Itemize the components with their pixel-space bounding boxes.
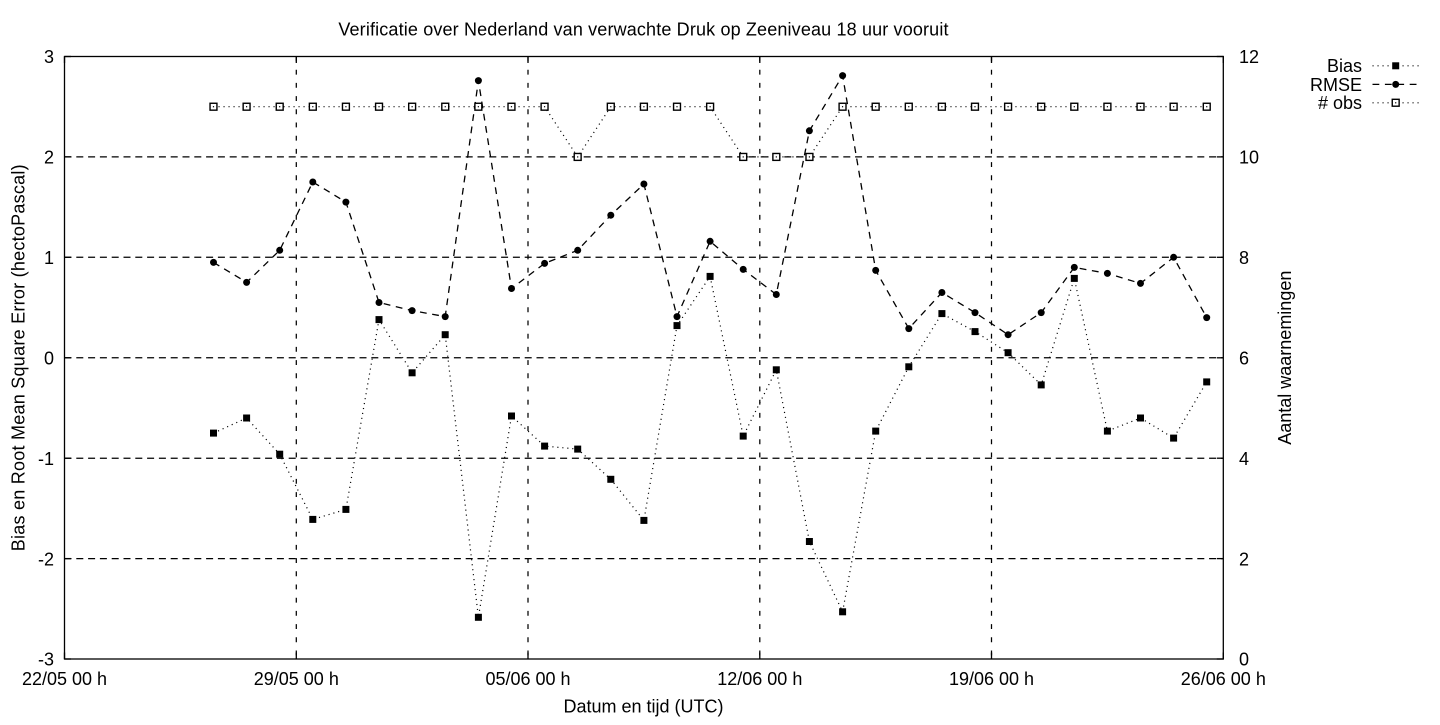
svg-text:Verificatie over Nederland van: Verificatie over Nederland van verwachte… bbox=[338, 20, 948, 40]
svg-text:29/05 00 h: 29/05 00 h bbox=[254, 669, 339, 689]
svg-text:3: 3 bbox=[44, 47, 54, 67]
svg-text:10: 10 bbox=[1239, 148, 1259, 168]
svg-text:Bias en Root Mean Square Error: Bias en Root Mean Square Error (hectoPas… bbox=[9, 164, 29, 551]
svg-text:2: 2 bbox=[44, 148, 54, 168]
svg-text:19/06 00 h: 19/06 00 h bbox=[949, 669, 1034, 689]
svg-text:Datum en tijd (UTC): Datum en tijd (UTC) bbox=[563, 697, 723, 717]
svg-text:0: 0 bbox=[1239, 650, 1249, 670]
svg-text:8: 8 bbox=[1239, 248, 1249, 268]
svg-text:05/06 00 h: 05/06 00 h bbox=[485, 669, 570, 689]
svg-text:4: 4 bbox=[1239, 449, 1249, 469]
svg-text:2: 2 bbox=[1239, 549, 1249, 569]
svg-text:6: 6 bbox=[1239, 348, 1249, 368]
svg-text:22/05 00 h: 22/05 00 h bbox=[22, 669, 107, 689]
svg-text:-1: -1 bbox=[38, 449, 54, 469]
svg-text:12/06 00 h: 12/06 00 h bbox=[717, 669, 802, 689]
svg-text:-2: -2 bbox=[38, 549, 54, 569]
svg-text:# obs: # obs bbox=[1318, 93, 1362, 113]
svg-text:0: 0 bbox=[44, 348, 54, 368]
svg-text:26/06 00 h: 26/06 00 h bbox=[1181, 669, 1266, 689]
svg-text:12: 12 bbox=[1239, 47, 1259, 67]
svg-text:Bias: Bias bbox=[1327, 56, 1362, 76]
svg-text:-3: -3 bbox=[38, 650, 54, 670]
svg-text:Aantal waarnemingen: Aantal waarnemingen bbox=[1275, 271, 1295, 445]
svg-text:1: 1 bbox=[44, 248, 54, 268]
svg-text:RMSE: RMSE bbox=[1310, 75, 1362, 95]
